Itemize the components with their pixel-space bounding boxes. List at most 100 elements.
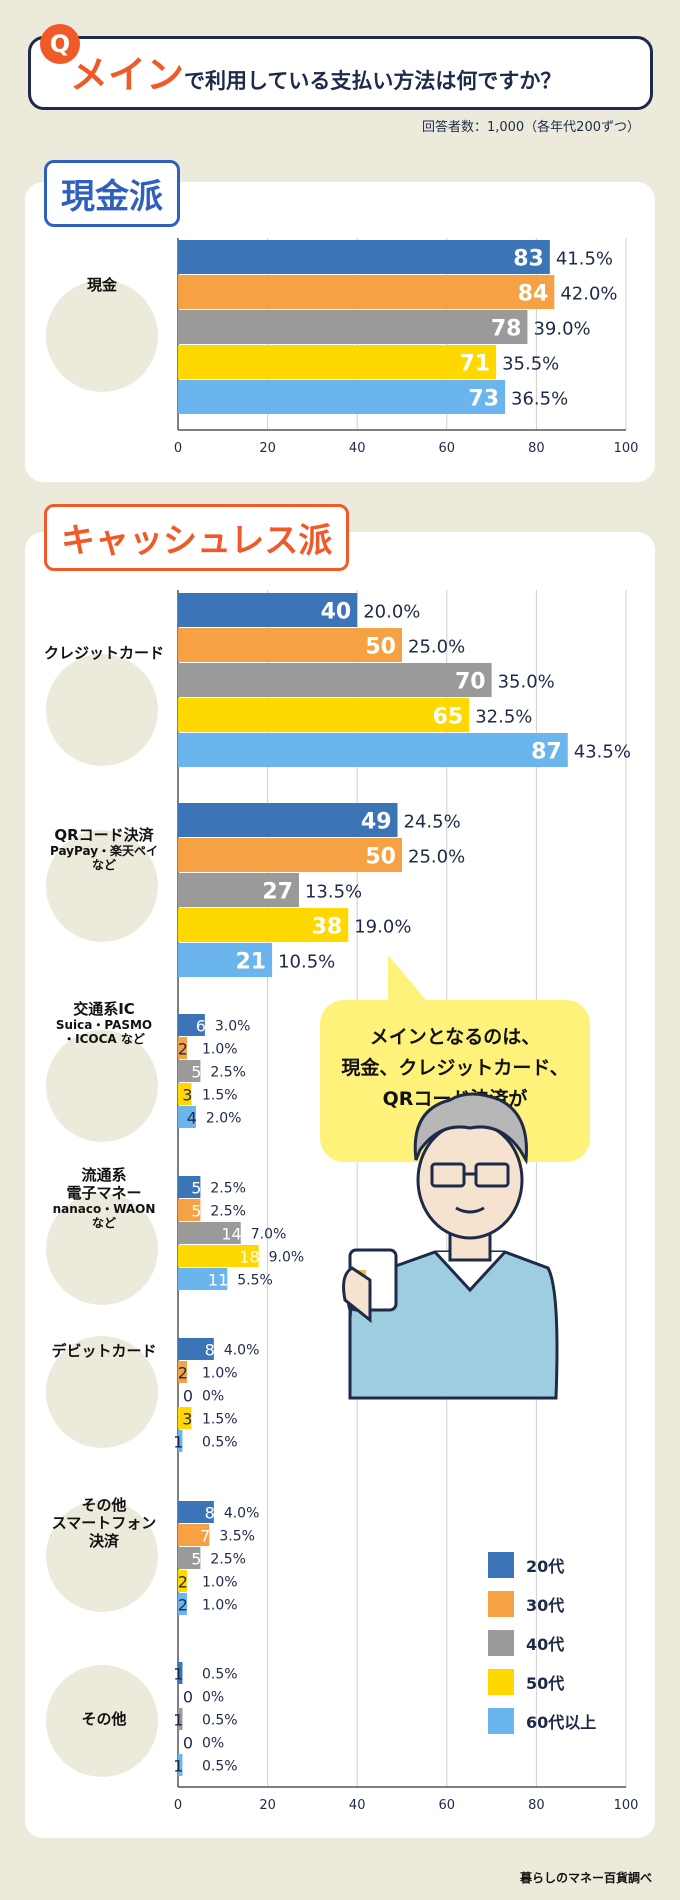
percent-label: 3.0% <box>215 1019 251 1035</box>
bar <box>178 733 568 767</box>
category-icon-circle <box>46 1193 158 1305</box>
question-title: メインで利用している支払い方法は何ですか？ <box>70 44 561 99</box>
percent-label: 39.0% <box>533 319 590 340</box>
x-tick-label: 100 <box>614 441 639 456</box>
category-label-line: QRコード決済 <box>54 826 154 844</box>
category-label-line: ・ICOCA など <box>63 1032 145 1047</box>
category-label-line: 流通系 <box>81 1166 127 1184</box>
category-label-line: 交通系IC <box>73 1000 135 1018</box>
bar <box>178 1708 183 1730</box>
value-label: 73 <box>468 386 499 411</box>
percent-label: 4.0% <box>224 1343 260 1359</box>
category-label-cash: 現金 <box>86 276 117 294</box>
category-label: 交通系IC Suica・PASMO ・ICOCA など <box>36 1000 172 1047</box>
bar <box>178 593 358 627</box>
legend-label: 60代以上 <box>526 1713 597 1732</box>
value-label: 71 <box>459 351 490 376</box>
percent-label: 1.0% <box>202 1042 238 1058</box>
value-label: 5 <box>191 1201 201 1220</box>
legend-swatch <box>488 1552 514 1578</box>
category-label-line: 決済 <box>88 1532 119 1550</box>
value-label: 40 <box>321 599 352 624</box>
legend-label: 20代 <box>526 1557 565 1576</box>
category-label-line: クレジットカード <box>43 644 164 662</box>
value-label: 2 <box>178 1039 188 1058</box>
bar <box>178 908 349 942</box>
percent-label: 20.0% <box>363 602 420 623</box>
category-label: クレジットカード <box>36 644 172 662</box>
percent-label: 9.0% <box>269 1250 305 1266</box>
value-label: 27 <box>262 879 293 904</box>
bar <box>178 943 273 977</box>
value-label: 14 <box>221 1224 241 1243</box>
value-label: 50 <box>365 844 396 869</box>
percent-label: 19.0% <box>354 917 411 938</box>
percent-label: 0.5% <box>202 1713 238 1729</box>
category-label: デビットカード <box>36 1342 172 1360</box>
value-label: 8 <box>205 1503 215 1522</box>
percent-label: 35.0% <box>498 672 555 693</box>
category-icon-circle <box>46 830 158 942</box>
legend-label: 50代 <box>526 1674 565 1693</box>
x-tick-label: 40 <box>349 441 366 456</box>
bar <box>178 1593 187 1615</box>
bar <box>178 1176 201 1198</box>
category-icon-circle <box>46 654 158 766</box>
percent-label: 42.0% <box>560 284 617 305</box>
value-label: 2 <box>178 1595 188 1614</box>
bar <box>178 838 402 872</box>
value-label: 5 <box>191 1549 201 1568</box>
percent-label: 3.5% <box>219 1529 255 1545</box>
bar <box>178 1199 201 1221</box>
legend-swatch <box>488 1591 514 1617</box>
bar <box>178 1245 259 1267</box>
category-label-line: その他 <box>81 1496 127 1514</box>
percent-label: 35.5% <box>502 354 559 375</box>
category-label-line: PayPay・楽天ペイ <box>49 844 159 858</box>
value-label: 0 <box>183 1687 193 1706</box>
value-label: 7 <box>200 1526 210 1545</box>
bar <box>178 803 398 837</box>
bar <box>178 310 528 344</box>
question-title-rest: で利用している支払い方法は何ですか？ <box>184 69 562 93</box>
value-label: 2 <box>178 1572 188 1591</box>
question-bubble <box>28 36 653 110</box>
value-label: 3 <box>182 1409 192 1428</box>
bar <box>178 1106 196 1128</box>
percent-label: 2.5% <box>210 1065 246 1081</box>
category-label-line: nanaco・WAON <box>52 1202 156 1216</box>
bar <box>178 663 492 697</box>
category-icon-circle <box>46 1500 158 1612</box>
bar <box>178 345 497 379</box>
bar <box>178 1361 187 1383</box>
legend-item: 20代 <box>488 1552 564 1578</box>
legend-swatch <box>488 1669 514 1695</box>
percent-label: 24.5% <box>404 812 461 833</box>
percent-label: 2.0% <box>206 1111 242 1127</box>
percent-label: 1.5% <box>202 1088 238 1104</box>
percent-label: 32.5% <box>475 707 532 728</box>
section-tag-cashless: キャッシュレス派 <box>44 504 350 571</box>
question-title-main: メイン <box>70 53 185 97</box>
bar <box>178 380 506 414</box>
percent-label: 2.5% <box>210 1552 246 1568</box>
category-icon-circle <box>46 1336 158 1448</box>
value-label: 5 <box>191 1178 201 1197</box>
value-label: 1 <box>173 1432 183 1451</box>
percent-label: 5.5% <box>237 1273 273 1289</box>
percent-label: 7.0% <box>251 1227 287 1243</box>
percent-label: 25.0% <box>408 637 465 658</box>
value-label: 21 <box>235 949 266 974</box>
q-badge: Q <box>40 24 80 64</box>
value-label: 83 <box>513 246 544 271</box>
percent-label: 0.5% <box>202 1667 238 1683</box>
value-label: 38 <box>312 914 343 939</box>
bar <box>178 1662 183 1684</box>
percent-label: 25.0% <box>408 847 465 868</box>
category-label-line: 電子マネー <box>66 1184 142 1202</box>
x-tick-label: 0 <box>174 1798 182 1813</box>
category-icon-circle <box>46 1030 158 1142</box>
value-label: 84 <box>518 281 549 306</box>
percent-label: 2.5% <box>210 1204 246 1220</box>
